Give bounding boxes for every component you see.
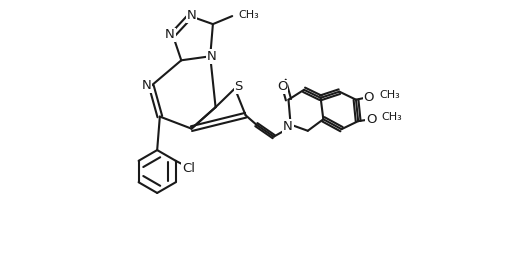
Text: N: N [141, 79, 151, 92]
Text: N: N [186, 9, 196, 22]
Text: O: O [277, 80, 287, 93]
Text: O: O [366, 113, 376, 126]
Text: O: O [364, 91, 374, 103]
Text: N: N [207, 50, 217, 63]
Text: S: S [235, 80, 243, 93]
Text: Cl: Cl [182, 162, 195, 175]
Text: N: N [165, 28, 175, 41]
Text: CH₃: CH₃ [238, 10, 259, 20]
Text: N: N [283, 120, 293, 133]
Text: CH₃: CH₃ [382, 112, 402, 122]
Text: CH₃: CH₃ [380, 90, 400, 100]
